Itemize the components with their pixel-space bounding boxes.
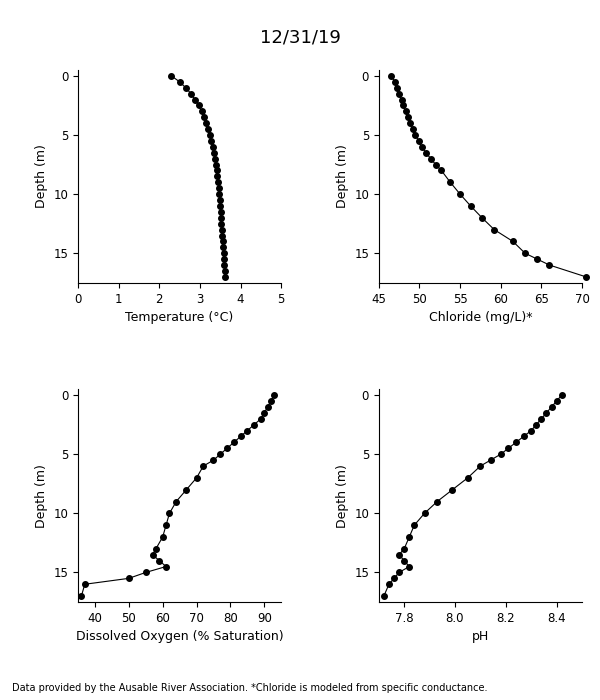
Text: 12/31/19: 12/31/19 — [260, 28, 340, 46]
Y-axis label: Depth (m): Depth (m) — [35, 463, 48, 528]
X-axis label: pH: pH — [472, 630, 489, 643]
Text: Data provided by the Ausable River Association. *Chloride is modeled from specif: Data provided by the Ausable River Assoc… — [12, 683, 487, 693]
X-axis label: Temperature (°C): Temperature (°C) — [125, 311, 234, 324]
Y-axis label: Depth (m): Depth (m) — [335, 144, 349, 209]
Y-axis label: Depth (m): Depth (m) — [335, 463, 349, 528]
X-axis label: Chloride (mg/L)*: Chloride (mg/L)* — [428, 311, 532, 324]
Y-axis label: Depth (m): Depth (m) — [35, 144, 48, 209]
X-axis label: Dissolved Oxygen (% Saturation): Dissolved Oxygen (% Saturation) — [76, 630, 283, 643]
